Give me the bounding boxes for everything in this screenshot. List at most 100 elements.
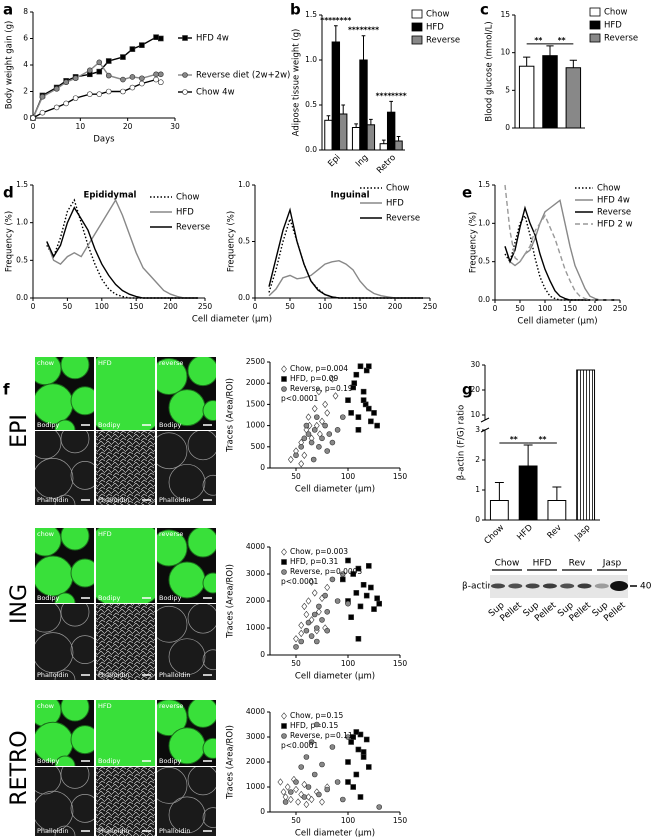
bodipy-image: [35, 528, 94, 603]
point: [53, 86, 60, 92]
cell-outline: [60, 767, 90, 789]
point: [308, 439, 315, 446]
significance-label: **: [510, 435, 518, 444]
point: [305, 431, 312, 437]
bodipy-image: [157, 700, 216, 766]
y-axis-title: β-actin (F/G) ratio: [457, 405, 467, 480]
lipid-droplet: [70, 725, 94, 755]
bar: [576, 369, 596, 521]
legend-label: HFD, p=0.09: [290, 374, 338, 383]
stain-label: Bodipy: [159, 421, 181, 429]
x-tick-label: 30: [170, 122, 180, 131]
lipid-droplet: [202, 572, 216, 594]
stain-label: Bodipy: [159, 757, 181, 765]
x-tick-label: 0: [31, 302, 36, 311]
column-label: HFD: [98, 702, 112, 710]
point: [353, 729, 360, 735]
image-background: [157, 431, 216, 505]
point: [158, 35, 164, 42]
point: [280, 788, 287, 796]
column-label: HFD: [98, 359, 112, 367]
point: [287, 455, 294, 464]
point: [87, 91, 93, 97]
legend-label: HFD: [386, 199, 404, 209]
blot-group: Chow: [495, 559, 520, 569]
lipid-droplet: [35, 555, 74, 597]
point: [371, 410, 377, 416]
cell-outline: [54, 669, 76, 680]
y-tick-label: 0.5: [238, 237, 250, 246]
point: [295, 798, 301, 806]
legend-marker: [281, 712, 287, 720]
x-tick-label: 250: [198, 302, 213, 311]
point: [329, 576, 336, 583]
point: [301, 780, 308, 789]
point: [360, 397, 367, 403]
point: [355, 565, 362, 572]
point: [153, 76, 159, 83]
y-tick-label: 0.0: [478, 295, 490, 304]
point: [324, 627, 331, 634]
legend-swatch: [589, 20, 601, 30]
cell-outline: [168, 796, 206, 834]
blot-band: [508, 583, 523, 589]
blot-band: [542, 583, 557, 589]
x-tick-label: Retro: [375, 153, 398, 176]
point: [322, 400, 329, 409]
error-bar: [494, 482, 504, 501]
point: [316, 603, 322, 610]
error-bar: [381, 139, 386, 144]
chart-title: Inguinal: [331, 191, 370, 201]
lipid-droplet: [202, 400, 216, 422]
point: [360, 581, 367, 588]
point: [339, 576, 346, 583]
point: [308, 578, 315, 586]
legend-swatch: [589, 7, 601, 17]
point: [371, 606, 377, 612]
legend-label: Reverse: [597, 208, 631, 218]
y-tick-label: 30: [470, 360, 480, 369]
y-tick-label: 0: [260, 807, 265, 816]
x-tick-label: Jasp: [572, 523, 592, 543]
point: [298, 621, 305, 629]
cell-outline: [157, 767, 188, 804]
point: [96, 91, 103, 97]
legend-swatch: [411, 22, 423, 32]
cell-outline: [70, 635, 94, 664]
point: [120, 54, 126, 60]
y-tick-label: 20: [470, 385, 480, 394]
x-tick-label: Rev: [546, 523, 564, 541]
point: [72, 95, 79, 101]
cell-outline: [60, 431, 90, 454]
point: [313, 638, 320, 645]
legend-marker: [281, 733, 287, 739]
row-label: EPI: [7, 414, 32, 448]
x-tick-label: 150: [393, 659, 408, 668]
point: [298, 629, 305, 638]
stain-label: Phalloidin: [37, 496, 68, 504]
y-tick-label: 0: [475, 515, 480, 524]
point: [63, 79, 69, 86]
annotation: p<0.0001: [281, 741, 319, 750]
point: [348, 614, 354, 621]
phalloidin-image: [96, 767, 155, 836]
y-tick-label: 1.5: [305, 10, 317, 19]
blot-group: Rev: [569, 559, 586, 569]
legend-marker: [281, 548, 287, 556]
y-tick-label: 3000: [246, 732, 265, 741]
x-tick-label: 150: [563, 304, 578, 313]
phalloidin-image: [157, 767, 216, 836]
point: [345, 779, 351, 785]
y-tick-label: 4000: [246, 542, 265, 551]
y-tick-label: 2000: [246, 596, 265, 605]
point: [139, 80, 145, 87]
point: [305, 413, 312, 421]
point: [310, 456, 317, 463]
point: [293, 785, 299, 794]
y-tick-label: 1500: [246, 399, 265, 408]
stain-label: Bodipy: [159, 594, 181, 602]
x-axis-title: Cell diameter (μm): [192, 315, 272, 325]
cell-outline: [35, 458, 74, 499]
stain-label: Bodipy: [98, 421, 120, 429]
lipid-droplet: [60, 357, 90, 380]
